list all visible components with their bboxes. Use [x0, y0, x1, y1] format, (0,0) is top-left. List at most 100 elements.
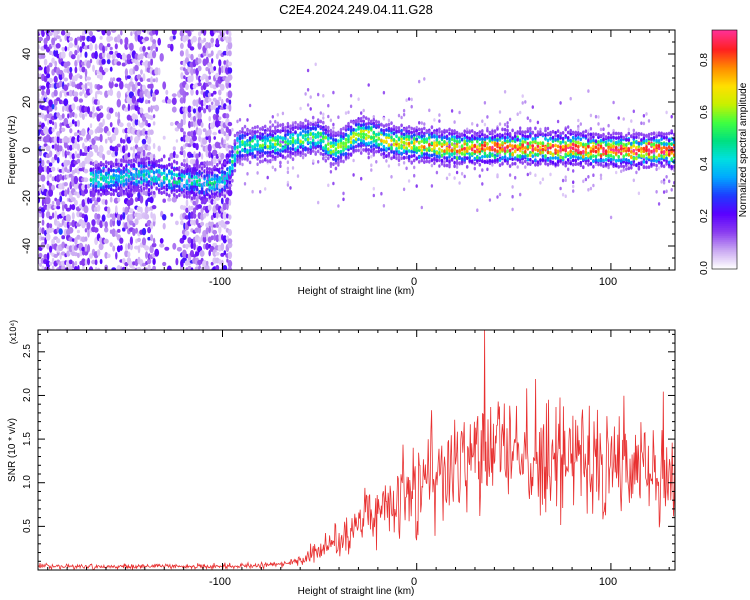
spectrogram-halo-cell [521, 101, 524, 105]
spectrogram-ridge-cell [311, 142, 315, 147]
spectrogram-ridge-cell [324, 130, 328, 135]
spectrogram-noise-cell [130, 135, 133, 141]
spectrogram-ridge-cell [157, 158, 161, 163]
spectrogram-ridge-cell [647, 154, 651, 159]
spectrogram-noise-cell [46, 180, 50, 186]
spectrogram-ridge-cell [625, 138, 628, 142]
spectrogram-noise-cell [77, 265, 80, 270]
spectrogram-ridge-cell [632, 162, 636, 167]
spectrogram-noise-cell [180, 136, 184, 142]
spectrogram-noise-cell [86, 60, 91, 69]
spectrogram-noise-cell [53, 89, 58, 97]
spectrogram-ridge-cell [296, 123, 300, 127]
spectrogram-noise-cell [41, 113, 45, 119]
spectrogram-ridge-cell [390, 138, 393, 143]
spectrogram-ridge-cell [425, 155, 429, 160]
spectrogram-noise-cell [124, 68, 128, 77]
spectrogram-noise-cell [68, 259, 73, 265]
spectrogram-ridge-cell [428, 142, 431, 147]
spectrogram-noise-cell [51, 200, 55, 206]
spectrogram-ridge-cell [397, 150, 401, 154]
spectrogram-ridge-cell [400, 131, 403, 136]
spectrogram-ridge-cell [612, 148, 615, 152]
spectrogram-ridge-cell [571, 135, 575, 140]
spectrogram-ridge-cell [109, 187, 113, 192]
spectrogram-noise-cell [81, 258, 86, 266]
spectrogram-ridge-cell [258, 136, 262, 141]
spectrogram-noise-cell [164, 246, 170, 251]
spectrogram-halo-cell [498, 153, 502, 157]
spectrogram-ridge-cell [390, 127, 393, 131]
spectrogram-ridge-cell [529, 153, 532, 158]
spectrogram-halo-cell [652, 151, 656, 156]
spectrogram-halo-cell [579, 122, 582, 126]
spectrogram-noise-cell [62, 105, 65, 113]
spectrogram-noise-cell [99, 105, 103, 110]
spectrogram-ridge-cell [445, 156, 449, 161]
spectrogram-noise-cell [167, 197, 172, 202]
spectrogram-ridge-cell [314, 126, 318, 131]
spectrogram-ridge-cell [627, 152, 631, 157]
spectrogram-ridge-cell [468, 158, 472, 163]
spectrogram-ridge-cell [357, 133, 360, 138]
spectrogram-noise-cell [86, 244, 91, 253]
spectrogram-ridge-cell [193, 192, 196, 197]
spectrogram-noise-cell [119, 38, 123, 45]
spectrogram-noise-cell [72, 141, 75, 150]
spectrogram-ridge-cell [266, 127, 270, 132]
spectrogram-halo-cell [620, 169, 623, 174]
spectrogram-noise-cell [170, 212, 174, 217]
spectrogram-ridge-cell [322, 156, 325, 161]
spectrogram-ridge-cell [173, 159, 176, 164]
spectrogram-ridge-cell [276, 151, 280, 156]
spectrogram-noise-cell [89, 58, 93, 64]
spectrogram-ridge-cell [306, 132, 310, 137]
spectrogram-noise-cell [226, 30, 229, 35]
spectrogram-noise-cell [192, 166, 197, 175]
spectrogram-ridge-cell [387, 151, 391, 156]
spectrogram-ridge-cell [549, 142, 552, 147]
spectrogram-halo-cell [304, 92, 307, 96]
spectrogram-ridge-cell [142, 186, 146, 191]
spectrogram-ridge-cell [569, 145, 572, 150]
colorbar-step [712, 153, 737, 157]
spectrogram-ridge-cell [329, 161, 333, 166]
spectrogram-halo-cell [367, 83, 370, 87]
spectrogram-ridge-cell [104, 191, 108, 196]
colorbar-step [712, 83, 737, 87]
spectrogram-ridge-cell [279, 153, 282, 158]
spectrogram-halo-cell [443, 160, 446, 164]
spectrogram-noise-cell [192, 213, 197, 219]
spectrogram-ridge-cell [314, 152, 318, 156]
spectrogram-halo-cell [526, 172, 529, 177]
spectrogram-noise-cell [218, 233, 222, 242]
spectrogram-ridge-cell [561, 131, 565, 135]
spectrogram-noise-cell [51, 127, 55, 133]
spectrogram-noise-cell [116, 77, 122, 82]
spectrogram-ridge-cell [549, 136, 552, 141]
spectrogram-ridge-cell [263, 130, 267, 135]
spectrogram-noise-cell [58, 223, 63, 228]
spectrogram-ridge-cell [334, 131, 338, 136]
spectrogram-noise-cell [152, 237, 156, 244]
spectrogram-noise-cell [222, 30, 227, 34]
spectrogram-halo-cell [630, 119, 633, 123]
spectrogram-ridge-cell [554, 138, 557, 142]
colorbar-step [712, 165, 737, 169]
spectrogram-ridge-cell [94, 184, 98, 189]
spectrogram-ridge-cell [521, 150, 524, 155]
spectrogram-ridge-cell [344, 144, 348, 149]
spectrogram-ridge-cell [541, 154, 545, 159]
spectrogram-noise-cell [155, 30, 159, 36]
spectrogram-noise-cell [84, 145, 88, 154]
spectrogram-ridge-cell [269, 144, 272, 149]
spectrogram-noise-cell [187, 53, 192, 59]
spectrogram-ridge-cell [458, 139, 461, 144]
colorbar-step [712, 73, 737, 77]
spectrogram-ridge-cell [352, 120, 355, 125]
spectrogram-noise-cell [118, 122, 124, 128]
spectrogram-halo-cell [415, 125, 418, 130]
spectrogram-noise-cell [40, 236, 46, 241]
spectrogram-ridge-cell [448, 159, 451, 164]
spectrogram-ridge-cell [299, 121, 302, 126]
